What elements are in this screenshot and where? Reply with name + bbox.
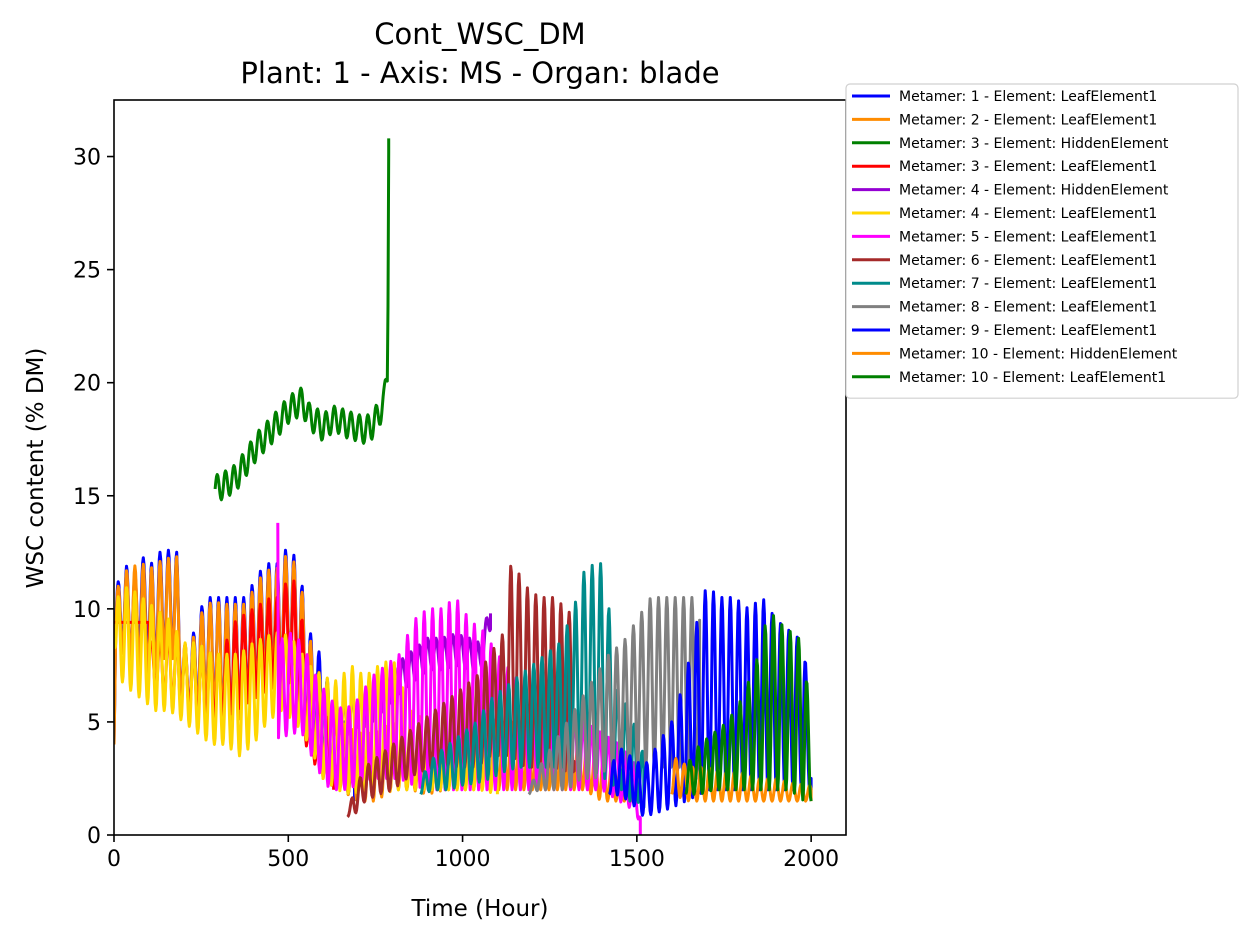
legend-label: Metamer: 6 - Element: LeafElement1 xyxy=(899,253,1157,269)
y-tick-label: 0 xyxy=(87,824,101,849)
legend: Metamer: 1 - Element: LeafElement1 Metame… xyxy=(845,83,1239,399)
y-axis-label: WSC content (% DM) xyxy=(23,348,49,589)
legend-label: Metamer: 8 - Element: LeafElement1 xyxy=(899,300,1157,316)
x-axis-label: Time (Hour) xyxy=(411,896,549,922)
legend-label: Metamer: 4 - Element: LeafElement1 xyxy=(899,206,1157,222)
x-tick-label: 1000 xyxy=(435,847,491,872)
x-tick-label: 1500 xyxy=(609,847,665,872)
legend-label: Metamer: 3 - Element: LeafElement1 xyxy=(899,159,1157,175)
x-tick-label: 0 xyxy=(107,847,121,872)
axis-ticks: 0 500 1000 1500 2000 0 5 10 15 20 25 30 xyxy=(73,146,839,872)
y-tick-label: 5 xyxy=(87,711,101,736)
chart-title: Cont_WSC_DM xyxy=(374,17,585,51)
series-line-3 xyxy=(213,138,391,502)
y-tick-label: 25 xyxy=(73,259,101,284)
legend-label: Metamer: 10 - Element: LeafElement1 xyxy=(899,370,1166,386)
chart-subtitle: Plant: 1 - Axis: MS - Organ: blade xyxy=(240,56,719,90)
x-tick-label: 500 xyxy=(267,847,309,872)
y-tick-label: 30 xyxy=(73,146,101,171)
legend-label: Metamer: 3 - Element: HiddenElement xyxy=(899,136,1169,152)
legend-box xyxy=(845,83,1239,399)
series-line-10 xyxy=(527,596,702,796)
legend-label: Metamer: 4 - Element: HiddenElement xyxy=(899,183,1169,199)
series-line-6 xyxy=(114,586,499,795)
legend-label: Metamer: 5 - Element: LeafElement1 xyxy=(899,229,1157,245)
plot-area xyxy=(114,138,813,835)
legend-label: Metamer: 10 - Element: HiddenElement xyxy=(899,346,1178,362)
plot-frame xyxy=(113,99,847,836)
legend-label: Metamer: 1 - Element: LeafElement1 xyxy=(899,89,1157,105)
series-line-8 xyxy=(346,564,576,818)
x-tick-label: 2000 xyxy=(783,847,839,872)
legend-label: Metamer: 2 - Element: LeafElement1 xyxy=(899,112,1157,128)
y-tick-label: 15 xyxy=(73,485,101,510)
legend-label: Metamer: 7 - Element: LeafElement1 xyxy=(899,276,1157,292)
series-line-13 xyxy=(684,614,813,802)
y-tick-label: 20 xyxy=(73,372,101,397)
legend-label: Metamer: 9 - Element: LeafElement1 xyxy=(899,323,1157,339)
y-tick-label: 10 xyxy=(73,598,101,623)
